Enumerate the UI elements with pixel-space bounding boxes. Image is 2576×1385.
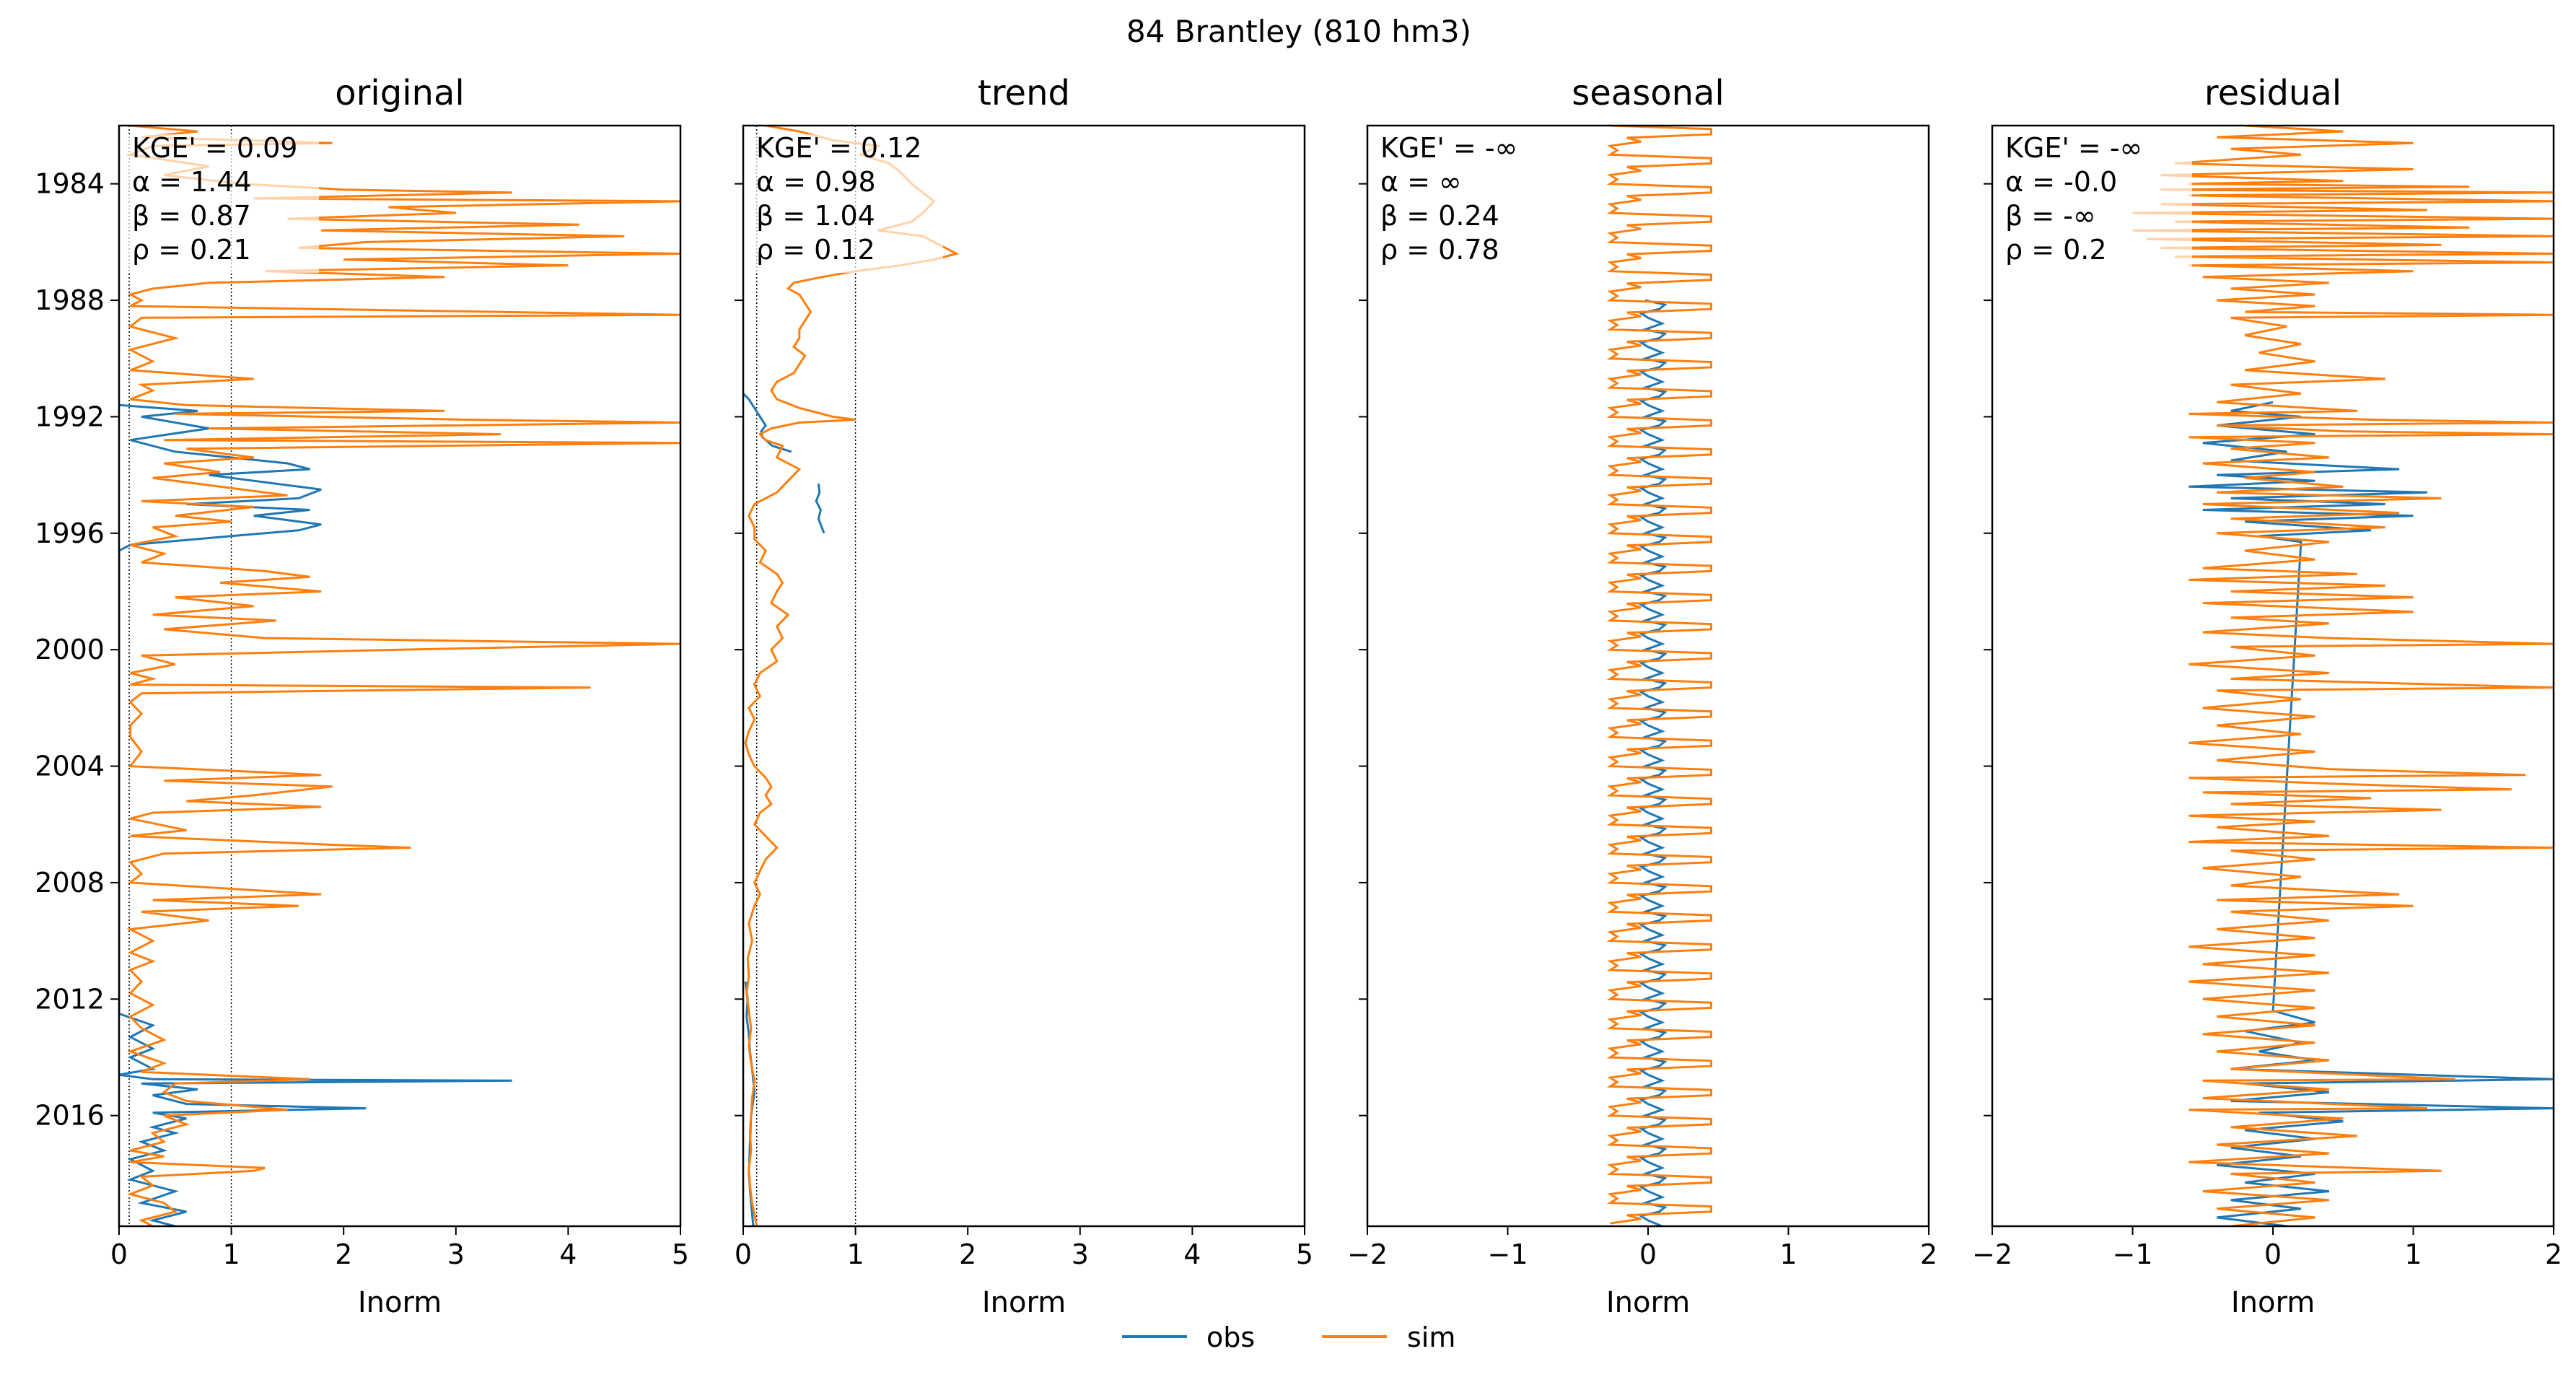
panel-title: trend: [978, 73, 1070, 113]
x-tick-label: 2: [2545, 1238, 2562, 1270]
stat-label: ρ = 0.78: [1380, 234, 1499, 266]
x-tick-label: 4: [1183, 1238, 1201, 1270]
stat-label: β = 0.87: [132, 200, 251, 232]
x-axis-label: Inorm: [2231, 1286, 2315, 1319]
panel-trend: trend KGE' = 0.12α = 0.98β = 1.04ρ = 0.12…: [735, 73, 1313, 1319]
x-tick-label: 5: [672, 1238, 689, 1270]
stats-box: KGE' = -∞α = ∞β = 0.24ρ = 0.78: [1376, 132, 1567, 273]
plot-area: [119, 126, 680, 1226]
stats-background: [752, 134, 943, 273]
x-tick-label: 1: [1779, 1238, 1797, 1270]
x-tick-label: 0: [1639, 1238, 1657, 1270]
y-tick-label: 2004: [35, 751, 105, 782]
x-tick-label: 0: [110, 1238, 128, 1270]
series-obs-line: [119, 403, 512, 1226]
plot-area: [2132, 126, 2554, 1226]
y-tick-label: 1984: [35, 168, 105, 200]
plot-area: [743, 126, 960, 1226]
stat-label: β = -∞: [2005, 200, 2096, 232]
stat-label: α = 1.44: [132, 166, 252, 198]
series-obs-line: [1638, 299, 1668, 1226]
y-tick-label: 1992: [35, 401, 105, 432]
stat-label: KGE' = 0.12: [756, 132, 921, 164]
x-tick-label: −2: [1972, 1238, 2012, 1270]
stat-label: β = 0.24: [1380, 200, 1499, 232]
x-tick-label: −2: [1347, 1238, 1388, 1270]
stats-box: KGE' = 0.12α = 0.98β = 1.04ρ = 0.12: [752, 132, 943, 273]
stats-background: [128, 134, 319, 273]
axes-frame: [1366, 124, 1930, 1228]
stat-label: KGE' = 0.09: [132, 132, 297, 164]
legend: obs sim: [1122, 1321, 1455, 1353]
x-tick-label: 0: [2264, 1238, 2282, 1270]
stat-label: ρ = 0.12: [756, 234, 875, 266]
y-tick-label: 2016: [35, 1100, 105, 1132]
x-tick-label: −1: [2112, 1238, 2152, 1270]
x-axis-label: Inorm: [358, 1286, 442, 1319]
stat-label: ρ = 0.21: [132, 234, 251, 266]
series-sim-line: [2132, 126, 2554, 1226]
y-tick-label: 2012: [35, 983, 105, 1015]
stats-background: [2001, 134, 2192, 273]
series-sim-line: [744, 126, 960, 1226]
stats-box: KGE' = -∞α = -0.0β = -∞ρ = 0.2: [2001, 132, 2192, 273]
x-tick-label: 1: [223, 1238, 240, 1270]
plot-area: [1606, 126, 1712, 1226]
stat-label: KGE' = -∞: [2005, 132, 2142, 164]
x-tick-label: −1: [1487, 1238, 1528, 1270]
series-obs-line: [743, 393, 792, 453]
axes-frame: [118, 124, 682, 1228]
x-axis-label: Inorm: [982, 1286, 1066, 1319]
x-tick-label: 2: [335, 1238, 352, 1270]
stat-label: α = ∞: [1380, 166, 1462, 198]
x-tick-label: 1: [847, 1238, 864, 1270]
y-tick-label: 2000: [35, 634, 105, 665]
panel-title: residual: [2204, 73, 2341, 113]
stat-label: β = 1.04: [756, 200, 875, 232]
panel-title: seasonal: [1572, 73, 1725, 113]
x-tick-label: 2: [959, 1238, 976, 1270]
legend-obs-label: obs: [1206, 1321, 1255, 1353]
panel-title: original: [335, 73, 464, 113]
series-obs-line: [815, 484, 825, 534]
panel-original: original KGE' = 0.09α = 1.44β = 0.87ρ = 0…: [35, 73, 689, 1319]
series-sim-line: [1606, 126, 1712, 1225]
x-tick-label: 2: [1920, 1238, 1937, 1270]
x-axis-label: Inorm: [1606, 1286, 1690, 1319]
y-tick-label: 1988: [35, 284, 105, 316]
stat-label: α = 0.98: [756, 166, 876, 198]
x-tick-label: 0: [735, 1238, 752, 1270]
panel-residual: residual KGE' = -∞α = -0.0β = -∞ρ = 0.2 −2…: [1972, 73, 2562, 1319]
x-tick-label: 3: [447, 1238, 465, 1270]
stats-background: [1376, 134, 1567, 273]
axes-frame: [742, 124, 1306, 1228]
figure-suptitle: 84 Brantley (810 hm3): [1126, 14, 1471, 49]
x-tick-label: 3: [1072, 1238, 1089, 1270]
x-tick-label: 4: [559, 1238, 577, 1270]
legend-sim-label: sim: [1407, 1321, 1455, 1353]
x-tick-label: 1: [2404, 1238, 2422, 1270]
stat-label: KGE' = -∞: [1380, 132, 1517, 164]
stat-label: ρ = 0.2: [2005, 234, 2107, 266]
series-sim-line: [126, 126, 680, 1226]
x-tick-label: 5: [1296, 1238, 1313, 1270]
stat-label: α = -0.0: [2005, 166, 2117, 198]
stats-box: KGE' = 0.09α = 1.44β = 0.87ρ = 0.21: [128, 132, 319, 273]
y-tick-label: 2008: [35, 867, 105, 899]
y-tick-label: 1996: [35, 517, 105, 549]
